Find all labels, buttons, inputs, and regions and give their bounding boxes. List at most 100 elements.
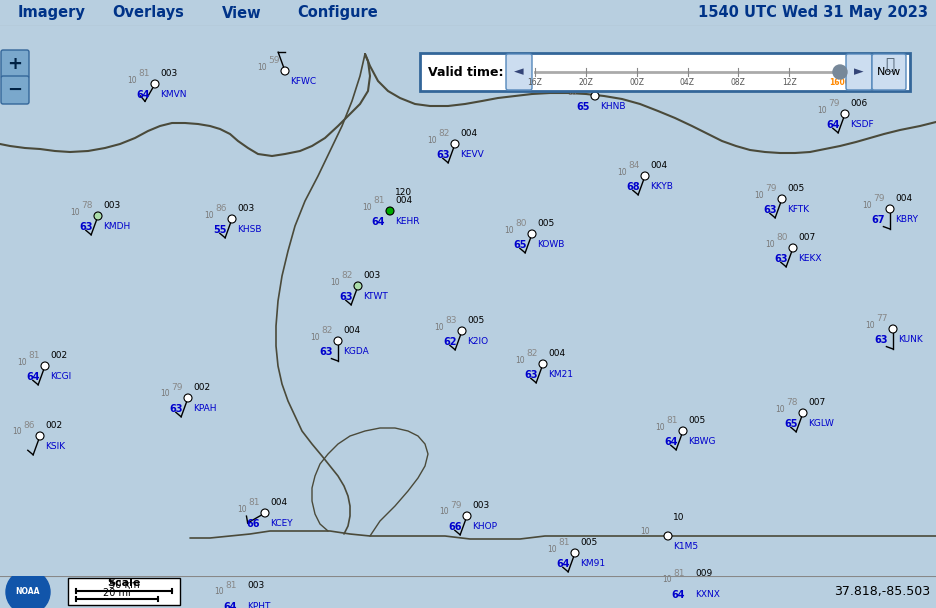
Text: 10: 10 [127, 75, 137, 85]
Circle shape [151, 80, 159, 88]
Text: Configure: Configure [298, 5, 378, 21]
Text: 10: 10 [548, 545, 557, 553]
Text: KCEY: KCEY [270, 519, 293, 528]
Text: KEHR: KEHR [395, 217, 419, 226]
Text: 81: 81 [248, 498, 260, 507]
Circle shape [463, 512, 471, 520]
Text: KEVV: KEVV [460, 150, 484, 159]
Circle shape [354, 282, 362, 290]
Text: 63: 63 [80, 222, 93, 232]
Text: 10: 10 [817, 106, 827, 114]
Text: 63: 63 [524, 370, 538, 380]
Text: 005: 005 [537, 219, 554, 228]
Text: 82: 82 [439, 129, 450, 138]
Text: KBRY: KBRY [895, 215, 918, 224]
Text: 81: 81 [139, 69, 150, 78]
Text: 64: 64 [671, 590, 685, 600]
Text: 64: 64 [557, 559, 570, 569]
Text: 1540 UTC Wed 31 May 2023: 1540 UTC Wed 31 May 2023 [698, 5, 928, 21]
Text: Imagery: Imagery [18, 5, 86, 21]
Text: 64: 64 [372, 217, 385, 227]
Text: 004: 004 [650, 161, 667, 170]
Text: 63: 63 [340, 292, 353, 302]
Text: KHSB: KHSB [237, 225, 261, 234]
Text: 55: 55 [213, 225, 227, 235]
Text: +: + [7, 55, 22, 73]
Circle shape [334, 337, 342, 345]
Text: 004: 004 [895, 194, 912, 203]
Circle shape [528, 230, 536, 238]
Text: 64: 64 [137, 90, 150, 100]
Text: 63: 63 [764, 205, 777, 215]
Text: 10: 10 [439, 508, 449, 517]
Circle shape [833, 65, 847, 79]
Text: 10: 10 [70, 207, 80, 216]
Text: 10: 10 [766, 240, 775, 249]
Text: 68: 68 [626, 182, 640, 192]
Text: 81: 81 [559, 538, 570, 547]
Text: 009: 009 [695, 569, 712, 578]
Text: 20Z: 20Z [578, 78, 593, 87]
Text: Scale: Scale [108, 578, 140, 588]
Circle shape [641, 172, 649, 180]
Text: 00Z: 00Z [629, 78, 644, 87]
Text: Valid time:: Valid time: [428, 66, 504, 78]
Text: 86: 86 [215, 204, 227, 213]
Text: 65: 65 [514, 240, 527, 250]
Text: 10: 10 [775, 404, 785, 413]
Text: 10: 10 [655, 423, 665, 432]
Text: 10: 10 [567, 88, 577, 97]
Text: 10: 10 [640, 528, 650, 536]
Text: 66: 66 [246, 519, 260, 529]
Text: 005: 005 [580, 538, 597, 547]
Text: ⤢: ⤢ [885, 57, 895, 72]
Text: 81: 81 [226, 581, 237, 590]
Circle shape [94, 212, 102, 220]
FancyBboxPatch shape [420, 53, 910, 91]
Text: 84: 84 [629, 161, 640, 170]
Text: ◄: ◄ [514, 66, 524, 78]
Text: KXNX: KXNX [695, 590, 720, 599]
Text: 10: 10 [866, 320, 875, 330]
Text: 63: 63 [774, 254, 788, 264]
Text: NOAA: NOAA [16, 587, 40, 596]
Text: 004: 004 [270, 498, 287, 507]
Circle shape [686, 580, 694, 588]
Text: 65: 65 [784, 419, 798, 429]
Text: KFTK: KFTK [787, 205, 809, 214]
Text: 10: 10 [214, 587, 224, 596]
FancyBboxPatch shape [846, 54, 872, 90]
Text: 64: 64 [665, 437, 678, 447]
FancyBboxPatch shape [1, 76, 29, 104]
Circle shape [841, 110, 849, 118]
Text: 81: 81 [666, 416, 678, 425]
Text: 59: 59 [269, 56, 280, 65]
Text: 10: 10 [663, 576, 672, 584]
Text: 63: 63 [874, 335, 888, 345]
Text: 04Z: 04Z [680, 78, 695, 87]
Text: KEKX: KEKX [798, 254, 822, 263]
FancyBboxPatch shape [506, 54, 532, 90]
Text: 10: 10 [330, 277, 340, 286]
Text: View: View [222, 5, 262, 21]
Text: 63: 63 [169, 404, 183, 414]
Text: 005: 005 [787, 184, 804, 193]
Text: 1600: 1600 [829, 78, 851, 87]
Text: 63: 63 [319, 347, 333, 357]
Text: 10: 10 [618, 167, 627, 176]
FancyBboxPatch shape [872, 54, 906, 90]
Circle shape [889, 325, 897, 333]
Text: 82: 82 [322, 326, 333, 335]
Text: 10: 10 [204, 210, 214, 219]
Text: KHOP: KHOP [472, 522, 497, 531]
Text: 002: 002 [193, 383, 210, 392]
Text: KM91: KM91 [580, 559, 606, 568]
Text: 78: 78 [81, 201, 93, 210]
Circle shape [778, 195, 786, 203]
Text: 81: 81 [373, 196, 385, 205]
Text: KPAH: KPAH [193, 404, 216, 413]
Text: 78: 78 [786, 398, 798, 407]
Text: KGLW: KGLW [808, 419, 834, 428]
Text: KOWB: KOWB [537, 240, 564, 249]
Text: −: − [7, 81, 22, 99]
